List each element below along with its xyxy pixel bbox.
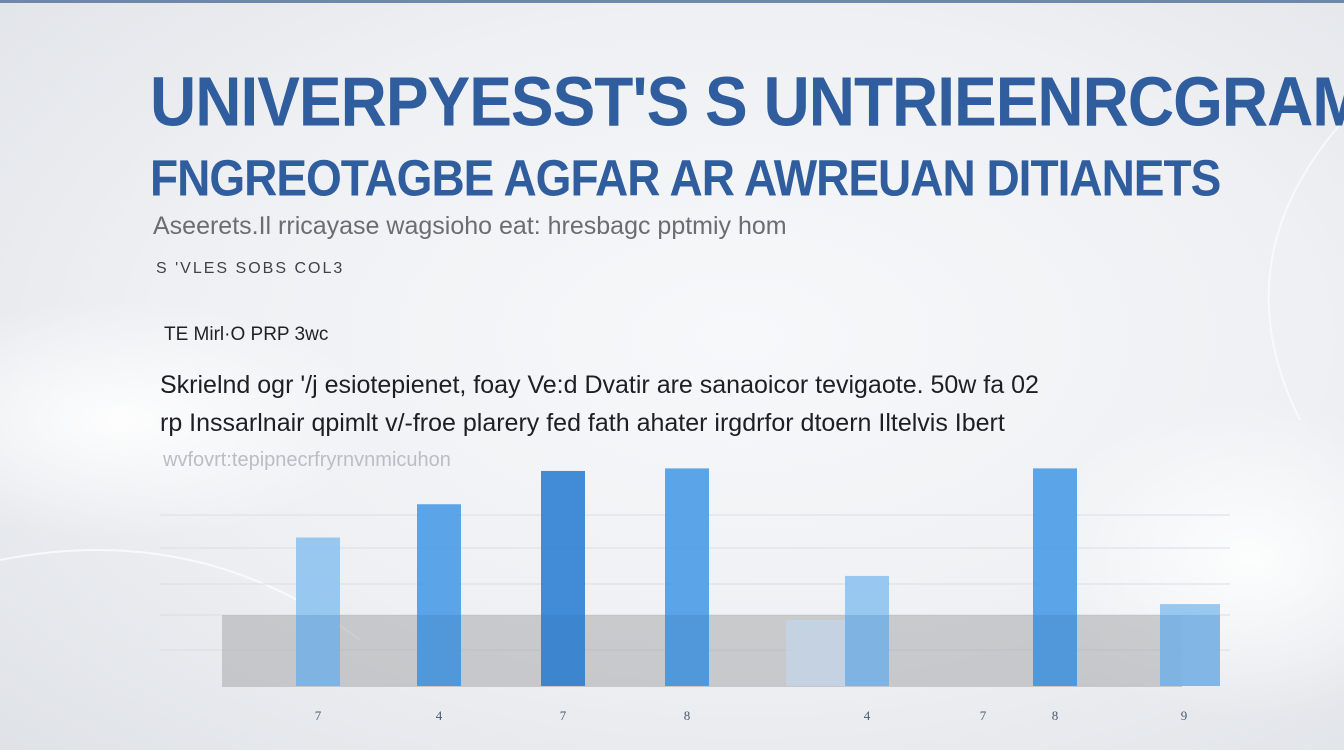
bar: [296, 537, 340, 686]
bar: [1160, 604, 1220, 686]
bar-band-overlay: [665, 615, 709, 686]
x-tick-label: 8: [1052, 708, 1059, 723]
page-title: UNIVERPYESST'S S UNTRIEENRCGRAM: [150, 63, 1344, 141]
bar: [417, 504, 461, 686]
bar-band-overlay: [845, 615, 889, 686]
x-tick-label: 7: [980, 708, 987, 723]
bar: [665, 468, 709, 686]
x-tick-label: 7: [560, 708, 567, 723]
caption-text: Aseerets.Il rricayase wagsioho eat: hres…: [153, 212, 787, 240]
bar: [541, 470, 585, 686]
x-tick-label: 4: [864, 708, 871, 723]
bar-band-overlay: [1033, 615, 1077, 686]
section-tag: S 'VLES SOBS COL3: [156, 260, 345, 277]
chart-shadow-block: [786, 620, 846, 686]
bar-band-overlay: [1160, 615, 1220, 686]
bar-band-overlay: [417, 615, 461, 686]
faded-note: wvfovrt:tepipnecrfryrnvnmicuhon: [163, 449, 451, 471]
bar: [845, 575, 889, 686]
x-tick-label: 7: [315, 708, 322, 723]
bar: [1033, 468, 1077, 686]
x-tick-label: 8: [684, 708, 691, 723]
description-text: Skrielnd ogr '/j esiotepienet, foay Ve:d…: [160, 366, 1039, 442]
bar-band-overlay: [541, 615, 585, 686]
x-tick-label: 9: [1181, 708, 1188, 723]
x-tick-label: 4: [436, 708, 443, 723]
top-border-line: [0, 0, 1344, 3]
page-subtitle: FNGREOTAGBE AGFAR AR AWREUAN DITIANETS: [150, 149, 1221, 207]
section-label: TE Mirl·O PRP 3wc: [164, 324, 329, 345]
description-line-1: Skrielnd ogr '/j esiotepienet, foay Ve:d…: [160, 371, 1039, 399]
description-line-2: rp Inssarlnair qpimlt v/-froe plarery fe…: [160, 409, 1005, 437]
bar-band-overlay: [296, 615, 340, 686]
